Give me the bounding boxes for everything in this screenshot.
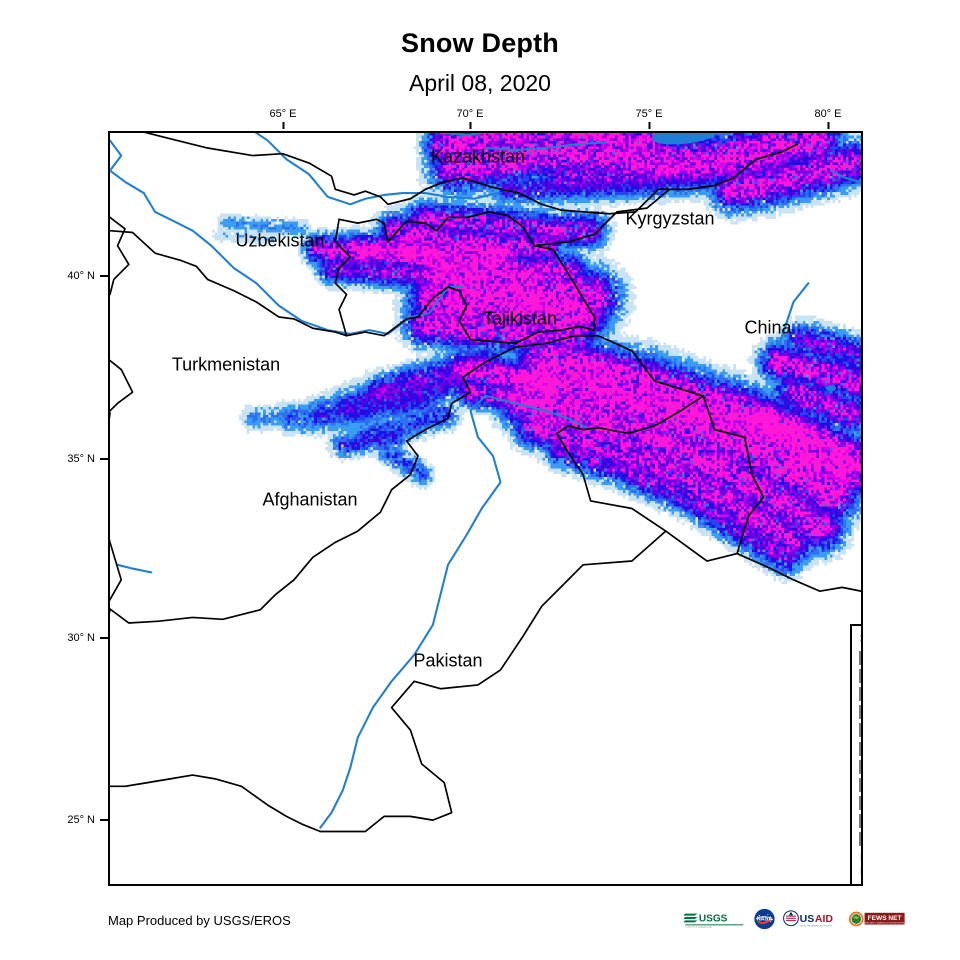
legend-row: 1.2 - 1.4 bbox=[859, 758, 861, 776]
legend-row: 0.8 - 1.0 bbox=[859, 721, 861, 739]
lake-china-plateau bbox=[825, 385, 836, 392]
river-indus bbox=[319, 394, 592, 829]
legend-row: 1.4 - 1.6 bbox=[859, 776, 861, 794]
river-tarim bbox=[829, 169, 861, 183]
legend-swatch bbox=[859, 669, 861, 684]
lake-issyk-kul bbox=[651, 133, 718, 145]
lat-tick-label: 40° N bbox=[67, 270, 95, 282]
lon-tick-70: 70° E bbox=[456, 108, 484, 129]
lat-tick-30: 30° N bbox=[0, 632, 108, 644]
lon-tick-75: 75° E bbox=[635, 108, 663, 129]
page-title: Snow Depth bbox=[401, 28, 559, 58]
legend-source-note: NASA Goddard Space Flight Center Noah 3.… bbox=[860, 852, 861, 878]
border-afghanistan-iran-north bbox=[110, 359, 134, 412]
legend-entries: < 0.20.2 - 0.40.4 - 0.60.6 - 0.80.8 - 1.… bbox=[859, 649, 861, 848]
legend-row: 0.4 - 0.6 bbox=[859, 685, 861, 703]
border-afghanistan-tajikistan bbox=[345, 286, 596, 345]
lat-tick-label: 25° N bbox=[67, 814, 95, 826]
lon-tick-label: 75° E bbox=[635, 108, 663, 120]
legend-row: 1.6 - 1.8 bbox=[859, 794, 861, 812]
border-tajikistan-east bbox=[338, 211, 596, 331]
svg-text:science for a changing world: science for a changing world bbox=[685, 925, 712, 928]
river-helmand bbox=[116, 563, 153, 574]
svg-text:FEWS NET: FEWS NET bbox=[868, 915, 902, 922]
legend-row: 0.6 - 0.8 bbox=[859, 703, 861, 721]
rivers-layer bbox=[110, 133, 861, 829]
svg-text:NASA: NASA bbox=[757, 917, 773, 923]
svg-text:FROM THE AMERICAN PEOPLE: FROM THE AMERICAN PEOPLE bbox=[800, 925, 833, 928]
border-turkmenistan-west bbox=[110, 216, 130, 296]
legend-swatch bbox=[859, 687, 861, 702]
legend-row: < 0.2 bbox=[859, 649, 861, 667]
legend-panel[interactable]: Snow Depth (meters) < 0.20.2 - 0.40.4 - … bbox=[850, 624, 861, 884]
border-china-india bbox=[597, 334, 861, 593]
legend-swatch bbox=[859, 651, 861, 666]
map-raster bbox=[110, 133, 861, 884]
lat-tick-25: 25° N bbox=[0, 814, 108, 826]
lon-tick-65: 65° E bbox=[269, 108, 297, 129]
svg-text:USGS: USGS bbox=[699, 914, 728, 925]
border-afghanistan-pakistan bbox=[110, 334, 600, 624]
map-credit: Map Produced by USGS/EROS bbox=[108, 913, 291, 928]
lat-tick-label: 30° N bbox=[67, 632, 95, 644]
river-china-west bbox=[777, 282, 810, 349]
legend-source-line-1: NASA Goddard Space Flight Center bbox=[860, 852, 861, 865]
svg-text:AID: AID bbox=[815, 913, 834, 925]
legend-swatch bbox=[859, 831, 861, 846]
river-kyrgyzstan-valley bbox=[484, 141, 607, 151]
legend-swatch bbox=[859, 705, 861, 720]
legend-row: 1.0 - 1.2 bbox=[859, 739, 861, 757]
lat-tick-mark bbox=[100, 819, 108, 821]
border-tajikistan-west bbox=[334, 218, 352, 337]
river-syr-darya bbox=[254, 133, 498, 206]
legend-row: 1.8 - 2.0 bbox=[859, 812, 861, 830]
legend-swatch bbox=[859, 777, 861, 792]
agency-logos: USGS science for a changing world NASA U… bbox=[684, 905, 906, 933]
legend-swatch bbox=[859, 741, 861, 756]
lat-tick-mark bbox=[100, 458, 108, 460]
legend-row: > 2.0 bbox=[859, 830, 861, 848]
legend-swatch bbox=[859, 723, 861, 738]
lat-tick-label: 35° N bbox=[67, 453, 95, 465]
legend-source-line-2: Noah 3.6 SWE Model. bbox=[860, 865, 861, 878]
river-chu bbox=[439, 133, 487, 136]
usaid-logo: US AID FROM THE AMERICAN PEOPLE bbox=[783, 910, 834, 928]
map-frame[interactable]: Kazakhstan Uzbekistan Kyrgyzstan Turkmenist… bbox=[108, 131, 863, 886]
lon-tick-mark bbox=[827, 122, 829, 129]
lon-tick-label: 65° E bbox=[269, 108, 297, 120]
fewsnet-logo: FEWS NET FAMINE EARLY WARNING SYSTEMS NE… bbox=[848, 911, 906, 927]
lon-tick-mark bbox=[469, 122, 471, 129]
lakes-layer bbox=[651, 133, 836, 392]
lon-tick-80: 80° E bbox=[814, 108, 842, 129]
snow-depth-class-10 bbox=[311, 133, 861, 561]
snow-depth-raster bbox=[212, 133, 861, 585]
page-subtitle: April 08, 2020 bbox=[409, 70, 551, 96]
country-borders-layer bbox=[110, 133, 861, 833]
lon-tick-label: 80° E bbox=[814, 108, 842, 120]
legend-swatch bbox=[859, 759, 861, 774]
border-india-pakistan-loc bbox=[555, 395, 738, 562]
lat-tick-mark bbox=[100, 275, 108, 277]
lat-tick-40: 40° N bbox=[0, 270, 108, 282]
usgs-logo: USGS science for a changing world bbox=[684, 913, 744, 928]
legend-title: Snow Depth (meters) bbox=[860, 633, 861, 645]
svg-text:US: US bbox=[800, 913, 815, 925]
legend-row: 0.2 - 0.4 bbox=[859, 667, 861, 685]
lon-tick-label: 70° E bbox=[456, 108, 484, 120]
lat-tick-mark bbox=[100, 637, 108, 639]
border-turkmenistan-uzbekistan bbox=[110, 229, 348, 337]
border-kyrgyzstan-china bbox=[533, 184, 716, 247]
svg-text:FAMINE EARLY WARNING SYSTEMS N: FAMINE EARLY WARNING SYSTEMS NETWORK bbox=[861, 922, 906, 925]
legend-swatch bbox=[859, 795, 861, 810]
border-india-pakistan-south bbox=[319, 530, 667, 833]
legend-swatch bbox=[859, 813, 861, 828]
coastline-pakistan bbox=[110, 774, 322, 833]
lon-tick-mark bbox=[282, 122, 284, 129]
lon-tick-mark bbox=[648, 122, 650, 129]
snow-depth-class-6 bbox=[311, 133, 861, 569]
nasa-logo: NASA bbox=[754, 908, 775, 930]
lat-tick-35: 35° N bbox=[0, 453, 108, 465]
